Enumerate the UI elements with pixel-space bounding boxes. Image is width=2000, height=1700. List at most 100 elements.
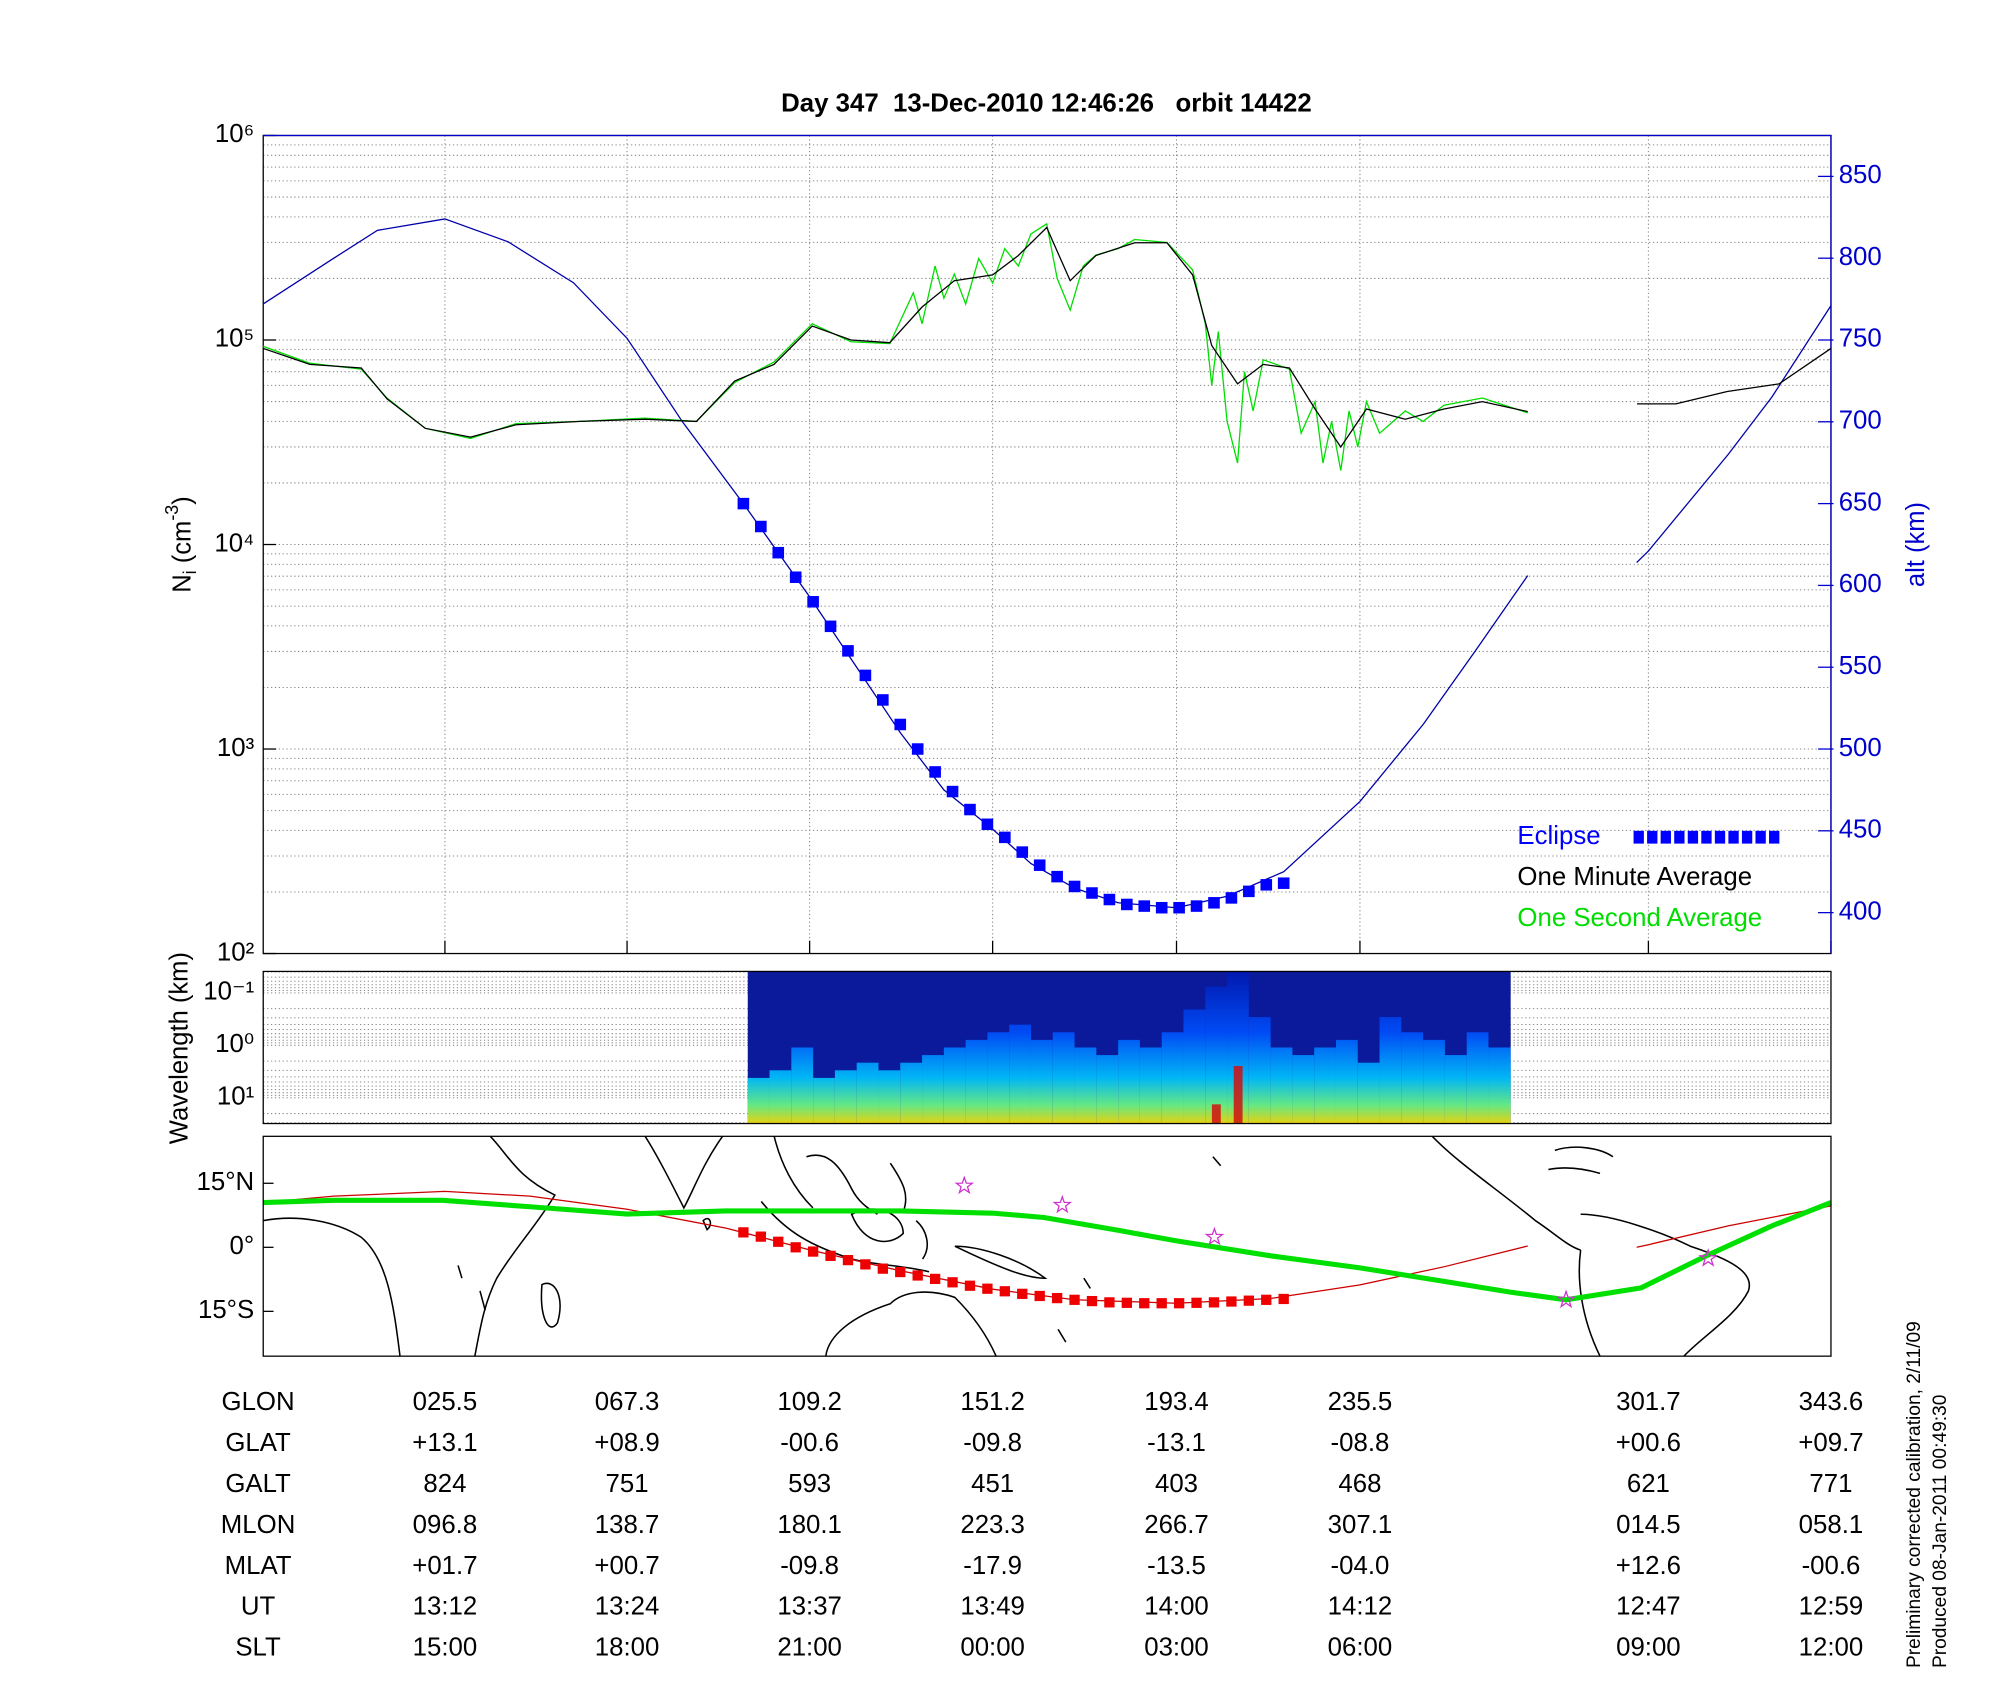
eclipse-track-marker <box>1226 1296 1237 1307</box>
eclipse-track-marker <box>1069 1294 1080 1305</box>
y2-tick-label: 750 <box>1839 325 1882 353</box>
coastline <box>457 1265 561 1328</box>
table-cell: 468 <box>1338 1470 1381 1498</box>
legend-swatch <box>1647 830 1658 844</box>
y-tick-label: 10² <box>217 938 255 966</box>
eclipse-track-marker <box>755 1231 766 1242</box>
y2-tick-label: 650 <box>1839 488 1882 516</box>
table-cell: 18:00 <box>595 1634 660 1662</box>
eclipse-marker <box>842 645 854 657</box>
legend-label: One Minute Average <box>1517 863 1752 891</box>
table-cell: 223.3 <box>960 1511 1025 1539</box>
eclipse-track-marker <box>964 1280 976 1291</box>
y-tick-label: 10¹ <box>217 1083 254 1111</box>
eclipse-track-marker <box>790 1242 801 1253</box>
eclipse-marker <box>1243 885 1255 898</box>
eclipse-marker <box>1121 898 1133 911</box>
y2-tick-label: 550 <box>1839 652 1882 680</box>
table-cell: 13:49 <box>960 1593 1025 1621</box>
table-cell: 771 <box>1809 1470 1852 1498</box>
table-cell: 13:24 <box>595 1593 660 1621</box>
row-label: UT <box>241 1593 276 1621</box>
legend-label: One Second Average <box>1517 904 1762 932</box>
y2-tick-label: 700 <box>1839 407 1882 435</box>
footnote: Produced 08-Jan-2011 00:49:30 <box>1930 1395 1951 1668</box>
table-cell: 06:00 <box>1328 1634 1393 1662</box>
eclipse-marker <box>999 831 1011 844</box>
eclipse-marker <box>1277 877 1290 889</box>
eclipse-track-marker <box>912 1270 923 1281</box>
coastline <box>825 1156 1222 1357</box>
table-cell: -13.5 <box>1147 1552 1206 1580</box>
table-cell: 193.4 <box>1144 1388 1209 1416</box>
table-cell: +08.9 <box>594 1429 659 1457</box>
legend-swatch <box>1633 830 1644 844</box>
spectrogram-cell <box>987 1032 1010 1124</box>
legend-swatch <box>1755 830 1766 844</box>
table-cell: 824 <box>423 1470 466 1498</box>
table-cell: +09.7 <box>1798 1429 1863 1457</box>
table-cell: +13.1 <box>412 1429 477 1457</box>
eclipse-track-marker <box>1243 1295 1254 1306</box>
table-cell: -00.6 <box>780 1429 839 1457</box>
table-cell: -09.8 <box>780 1552 839 1580</box>
table-cell: 343.6 <box>1799 1388 1864 1416</box>
spectrogram-cell <box>1335 1039 1359 1124</box>
spectrogram-cell <box>834 1070 858 1124</box>
table-cell: 235.5 <box>1328 1388 1393 1416</box>
eclipse-track-marker <box>1034 1290 1045 1302</box>
row-label: GALT <box>225 1470 291 1498</box>
table-cell: -09.8 <box>963 1429 1022 1457</box>
table-cell: 15:00 <box>413 1634 478 1662</box>
eclipse-marker <box>946 785 959 798</box>
eclipse-track-marker <box>1173 1298 1185 1309</box>
eclipse-marker <box>824 620 837 633</box>
spectrogram-cell <box>965 1039 988 1124</box>
footnote: Preliminary corrected calibration, 2/11/… <box>1904 1321 1925 1668</box>
eclipse-marker <box>1068 880 1081 893</box>
eclipse-track-marker <box>877 1263 888 1274</box>
table-cell: 621 <box>1627 1470 1670 1498</box>
series-line <box>262 218 1832 909</box>
row-label: SLT <box>235 1634 281 1662</box>
y-tick-label: 10⁰ <box>215 1030 254 1058</box>
spectrogram-cell <box>943 1047 967 1124</box>
plot-frame <box>262 1135 1832 1357</box>
table-cell: 451 <box>971 1470 1014 1498</box>
y2-axis-frame <box>263 134 1832 954</box>
eclipse-marker <box>1190 900 1203 912</box>
eclipse-marker <box>964 803 976 816</box>
eclipse-marker <box>1225 892 1238 904</box>
table-cell: 096.8 <box>413 1511 478 1539</box>
spectrogram-cell <box>791 1047 814 1124</box>
spectrogram-cell <box>922 1055 945 1124</box>
table-cell: -13.1 <box>1147 1429 1206 1457</box>
eclipse-track-marker <box>807 1246 819 1257</box>
table-cell: 12:59 <box>1799 1593 1864 1621</box>
y-label-part: N <box>168 574 196 592</box>
eclipse-marker <box>1138 900 1151 912</box>
eclipse-marker <box>789 571 802 583</box>
spectrogram-cell <box>1270 1047 1293 1124</box>
spectrogram-cell <box>1118 1039 1141 1124</box>
spectrogram-cell <box>1052 1032 1075 1124</box>
eclipse-marker <box>859 669 872 682</box>
table-cell: 14:00 <box>1144 1593 1209 1621</box>
eclipse-track-marker <box>1104 1297 1115 1308</box>
table-cell: 751 <box>606 1470 649 1498</box>
spectrogram-cell <box>813 1077 836 1124</box>
row-label: GLON <box>222 1388 295 1416</box>
spectrogram-cell <box>1314 1047 1337 1124</box>
table-cell: 12:00 <box>1799 1634 1864 1662</box>
row-label: MLON <box>221 1511 296 1539</box>
eclipse-track-marker <box>1278 1293 1289 1305</box>
chart-title: Day 347 13-Dec-2010 12:46:26 orbit 14422 <box>781 90 1312 118</box>
eclipse-track-marker <box>773 1236 784 1247</box>
spectrogram-peak <box>1233 1066 1243 1124</box>
y-tick-label: 10³ <box>217 734 255 762</box>
spectrogram-cell <box>1161 1032 1184 1124</box>
legend-swatch <box>1701 830 1712 844</box>
spectrogram-cell <box>747 1077 770 1124</box>
eclipse-marker <box>1260 879 1273 891</box>
